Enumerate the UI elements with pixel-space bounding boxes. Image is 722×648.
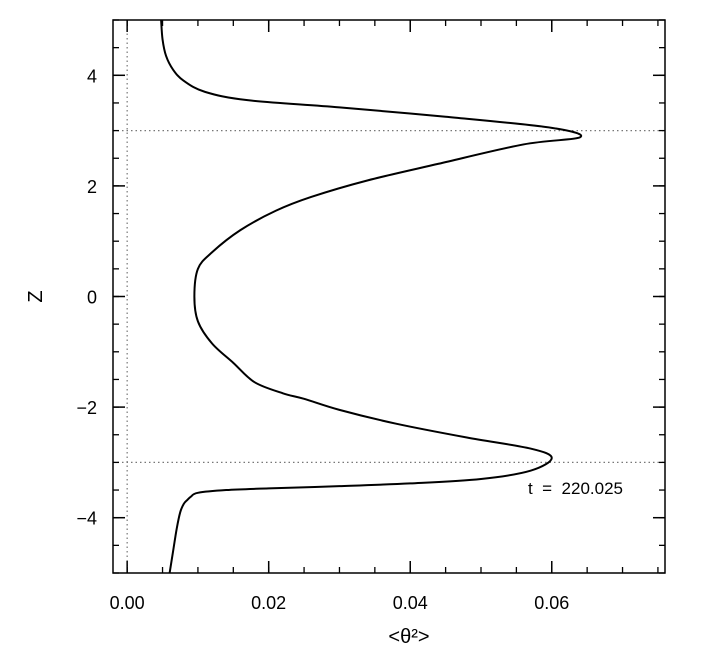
- plot-frame: [112, 19, 666, 574]
- x-tick-label: 0.06: [534, 593, 569, 613]
- x-tick-label: 0.00: [110, 593, 145, 613]
- reference-lines: [113, 20, 665, 573]
- x-tick-label: 0.02: [251, 593, 286, 613]
- major-ticks: [113, 20, 665, 573]
- y-tick-labels: −4 −2 0 2 4: [76, 66, 97, 528]
- y-tick-label: 2: [87, 177, 97, 197]
- x-tick-label: 0.04: [393, 593, 428, 613]
- y-tick-label: 0: [87, 288, 97, 308]
- y-tick-label: −2: [76, 398, 97, 418]
- y-axis-label: Z: [25, 290, 47, 302]
- series-line: [160, 19, 583, 574]
- y-tick-label: −4: [76, 509, 97, 529]
- time-annotation: t = 220.025: [528, 479, 623, 498]
- y-tick-label: 4: [87, 66, 97, 86]
- x-tick-labels: 0.00 0.02 0.04 0.06: [110, 593, 570, 613]
- x-axis-label: <θ²>: [388, 626, 429, 648]
